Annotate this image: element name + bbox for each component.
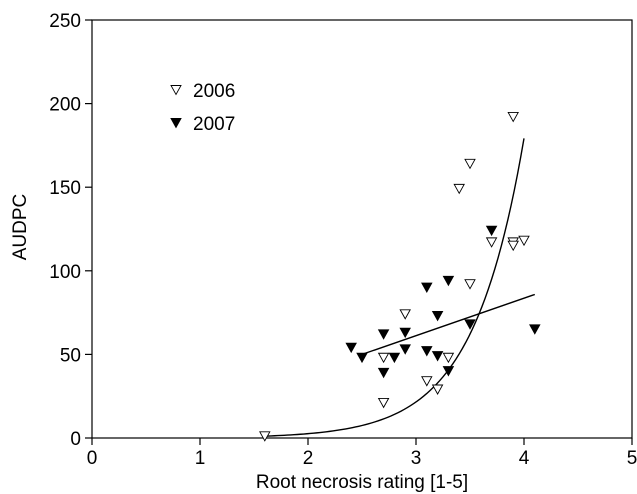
legend-marker-2007 bbox=[170, 118, 182, 129]
x-tick-label: 0 bbox=[87, 448, 98, 469]
x-tick-label: 4 bbox=[519, 448, 530, 469]
x-tick-label: 2 bbox=[303, 448, 314, 469]
data-point-2007 bbox=[442, 275, 455, 287]
data-point-2007 bbox=[464, 319, 476, 330]
data-point-2006 bbox=[399, 309, 411, 320]
data-point-2007 bbox=[431, 351, 444, 362]
data-point-2006 bbox=[442, 352, 455, 364]
x-tick-label: 3 bbox=[411, 448, 422, 469]
legend-label-2006: 2006 bbox=[193, 81, 235, 102]
data-point-2006 bbox=[507, 112, 519, 123]
data-point-2007 bbox=[356, 352, 368, 364]
data-point-2007 bbox=[485, 225, 498, 237]
data-points bbox=[259, 112, 541, 442]
data-point-2006 bbox=[464, 279, 476, 290]
data-point-2006 bbox=[453, 183, 465, 195]
data-point-2007 bbox=[399, 327, 411, 339]
data-point-2006 bbox=[507, 240, 519, 252]
y-tick-label: 0 bbox=[70, 429, 81, 450]
data-point-2006 bbox=[431, 384, 444, 395]
plot-frame bbox=[91, 19, 633, 439]
x-axis: 0 1 2 3 4 5 bbox=[87, 438, 637, 469]
fit-lines bbox=[264, 138, 536, 437]
data-point-2007 bbox=[377, 367, 390, 379]
data-point-2007 bbox=[529, 324, 541, 335]
data-point-2006 bbox=[485, 237, 498, 248]
y-tick-label: 250 bbox=[49, 11, 81, 32]
y-axis: 0 50 100 150 200 250 bbox=[49, 11, 92, 450]
fit-line-2006 bbox=[264, 138, 525, 437]
plot-area bbox=[91, 19, 633, 439]
data-point-2007 bbox=[388, 352, 401, 364]
y-tick-label: 100 bbox=[49, 262, 81, 283]
fit-line-2007 bbox=[361, 293, 536, 356]
legend-label-2007: 2007 bbox=[193, 114, 235, 135]
data-point-2006 bbox=[464, 158, 476, 170]
data-point-2006 bbox=[518, 235, 530, 247]
data-point-2007 bbox=[442, 366, 455, 377]
data-point-2006 bbox=[377, 352, 390, 364]
data-point-2007 bbox=[377, 329, 390, 340]
data-point-2006 bbox=[377, 397, 390, 409]
data-point-2006 bbox=[421, 376, 433, 387]
legend: 2006 2007 bbox=[170, 81, 235, 135]
x-axis-title: Root necrosis rating [1-5] bbox=[256, 472, 468, 493]
y-axis-title: AUDPC bbox=[10, 194, 31, 261]
legend-marker-2006 bbox=[170, 85, 182, 96]
data-point-2007 bbox=[421, 282, 433, 293]
y-tick-label: 200 bbox=[49, 95, 81, 116]
x-tick-label: 1 bbox=[195, 448, 206, 469]
data-point-2007 bbox=[345, 342, 357, 354]
data-point-2007 bbox=[421, 346, 433, 357]
y-tick-label: 50 bbox=[60, 345, 81, 366]
data-point-2007 bbox=[431, 310, 444, 322]
y-tick-label: 150 bbox=[49, 178, 81, 199]
data-point-2007 bbox=[399, 344, 411, 355]
x-tick-label: 5 bbox=[627, 448, 637, 469]
data-point-2006 bbox=[259, 431, 271, 442]
